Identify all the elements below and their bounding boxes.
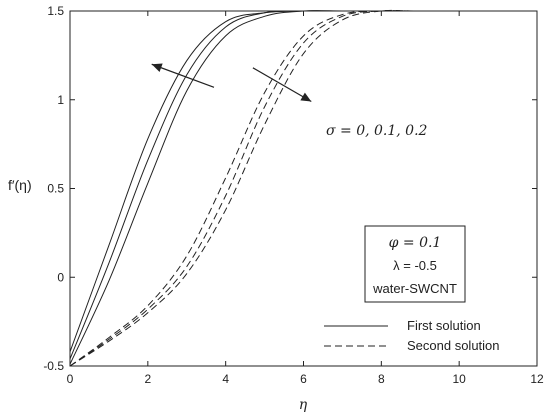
sigma-arrow-shaft: [151, 63, 215, 88]
y-tick-label: 1: [57, 93, 64, 107]
sigma-annotation: σ = 0, 0.1, 0.2: [326, 123, 428, 139]
param-nanofluid: water-SWCNT: [372, 281, 457, 296]
x-tick-label: 6: [300, 372, 307, 386]
legend-label-second: Second solution: [407, 338, 500, 353]
legend-label-first: First solution: [407, 318, 481, 333]
first-solution-curve: [69, 10, 537, 365]
y-tick-label: -0.5: [43, 359, 64, 373]
x-tick-label: 4: [222, 372, 229, 386]
param-phi: φ = 0.1: [389, 235, 442, 251]
series-layer: [69, 9, 537, 367]
sigma-arrow-shaft: [252, 67, 312, 103]
y-axis-label: f′(η): [8, 177, 32, 193]
x-tick-label: 12: [530, 372, 544, 386]
y-tick-label: 0.5: [47, 182, 64, 196]
sigma-arrow-head: [151, 63, 163, 72]
x-tick-label: 0: [67, 372, 74, 386]
first-solution-curve: [69, 10, 537, 360]
x-tick-label: 8: [378, 372, 385, 386]
parameter-box: φ = 0.1 λ = -0.5 water-SWCNT: [364, 225, 466, 303]
second-solution-curve: [69, 10, 537, 367]
y-tick-label: 0: [57, 270, 64, 284]
sigma-arrow-head: [300, 92, 312, 102]
second-solution-curve: [69, 9, 537, 367]
first-solution-curve: [69, 10, 537, 352]
axis-ticks: 0 2 4 6 8 10 12-0.500.511.5: [43, 4, 544, 386]
parameter-box-frame: [364, 225, 466, 303]
legend: First solution Second solution: [324, 318, 500, 353]
y-tick-label: 1.5: [47, 4, 64, 18]
x-axis-label: η: [299, 397, 308, 413]
x-tick-label: 2: [144, 372, 151, 386]
param-lambda: λ = -0.5: [393, 258, 437, 273]
arrow-layer: [151, 63, 312, 103]
x-tick-label: 10: [452, 372, 466, 386]
